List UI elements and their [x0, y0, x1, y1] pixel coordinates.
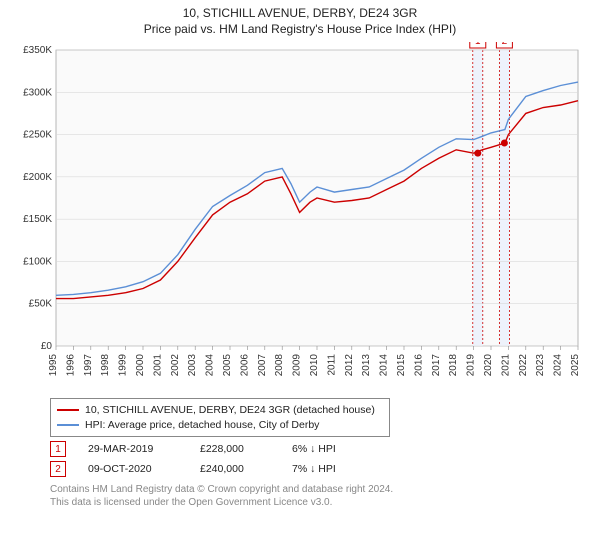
- legend-label: 10, STICHILL AVENUE, DERBY, DE24 3GR (de…: [85, 403, 375, 418]
- svg-text:£350K: £350K: [23, 45, 52, 56]
- svg-text:2000: 2000: [135, 354, 146, 377]
- svg-text:£0: £0: [41, 341, 53, 352]
- svg-text:2005: 2005: [222, 354, 233, 377]
- legend-swatch: [57, 424, 79, 426]
- svg-text:1996: 1996: [65, 354, 76, 377]
- legend-row: HPI: Average price, detached house, City…: [57, 418, 383, 433]
- svg-text:2007: 2007: [257, 354, 268, 377]
- legend-label: HPI: Average price, detached house, City…: [85, 418, 319, 433]
- svg-text:2025: 2025: [570, 354, 581, 377]
- svg-text:2018: 2018: [448, 354, 459, 377]
- svg-text:2017: 2017: [431, 354, 442, 377]
- transaction-index-box: 1: [50, 441, 66, 457]
- chart-area: £0 £50K £100K £150K £200K £250K £300K £350K 1995…: [10, 42, 590, 392]
- footer-attribution: Contains HM Land Registry data © Crown c…: [50, 483, 590, 509]
- svg-text:£200K: £200K: [23, 172, 52, 183]
- transaction-date: 09-OCT-2020: [88, 463, 178, 475]
- footer-line-1: Contains HM Land Registry data © Crown c…: [50, 483, 590, 496]
- svg-text:2001: 2001: [152, 354, 163, 377]
- transaction-date: 29-MAR-2019: [88, 443, 178, 455]
- svg-text:2: 2: [502, 42, 508, 47]
- svg-text:£50K: £50K: [29, 299, 53, 310]
- svg-text:1995: 1995: [48, 354, 59, 377]
- chart-subtitle: Price paid vs. HM Land Registry's House …: [10, 22, 590, 36]
- svg-text:£250K: £250K: [23, 130, 52, 141]
- transaction-delta: 7% ↓ HPI: [292, 463, 362, 475]
- svg-text:1999: 1999: [118, 354, 129, 377]
- svg-text:1997: 1997: [83, 354, 94, 377]
- svg-text:2024: 2024: [553, 354, 564, 377]
- svg-text:2019: 2019: [466, 354, 477, 377]
- svg-text:£300K: £300K: [23, 87, 52, 98]
- legend-swatch: [57, 409, 79, 411]
- legend-row: 10, STICHILL AVENUE, DERBY, DE24 3GR (de…: [57, 403, 383, 418]
- svg-text:2021: 2021: [500, 354, 511, 377]
- legend: 10, STICHILL AVENUE, DERBY, DE24 3GR (de…: [50, 398, 390, 437]
- svg-text:2009: 2009: [292, 354, 303, 377]
- svg-text:1998: 1998: [100, 354, 111, 377]
- transaction-table: 1 29-MAR-2019 £228,000 6% ↓ HPI 2 09-OCT-2020…: [50, 441, 590, 477]
- svg-text:2011: 2011: [326, 354, 337, 376]
- svg-text:2020: 2020: [483, 354, 494, 377]
- svg-text:2016: 2016: [413, 354, 424, 377]
- svg-text:2010: 2010: [309, 354, 320, 377]
- transaction-row: 1 29-MAR-2019 £228,000 6% ↓ HPI: [50, 441, 590, 457]
- footer-line-2: This data is licensed under the Open Gov…: [50, 496, 590, 509]
- line-chart-svg: £0 £50K £100K £150K £200K £250K £300K £350K 1995…: [10, 42, 590, 392]
- svg-text:£100K: £100K: [23, 256, 52, 267]
- svg-text:2012: 2012: [344, 354, 355, 377]
- svg-text:2015: 2015: [396, 354, 407, 377]
- svg-text:2023: 2023: [535, 354, 546, 377]
- transaction-index-box: 2: [50, 461, 66, 477]
- svg-text:2014: 2014: [379, 354, 390, 377]
- svg-text:2003: 2003: [187, 354, 198, 377]
- svg-text:2022: 2022: [518, 354, 529, 377]
- svg-text:£150K: £150K: [23, 214, 52, 225]
- svg-text:1: 1: [475, 42, 481, 47]
- svg-text:2006: 2006: [239, 354, 250, 377]
- chart-title: 10, STICHILL AVENUE, DERBY, DE24 3GR: [10, 6, 590, 20]
- svg-text:2002: 2002: [170, 354, 181, 377]
- svg-text:2008: 2008: [274, 354, 285, 377]
- svg-text:2013: 2013: [361, 354, 372, 377]
- transaction-price: £240,000: [200, 463, 270, 475]
- transaction-price: £228,000: [200, 443, 270, 455]
- transaction-row: 2 09-OCT-2020 £240,000 7% ↓ HPI: [50, 461, 590, 477]
- svg-text:2004: 2004: [205, 354, 216, 377]
- transaction-delta: 6% ↓ HPI: [292, 443, 362, 455]
